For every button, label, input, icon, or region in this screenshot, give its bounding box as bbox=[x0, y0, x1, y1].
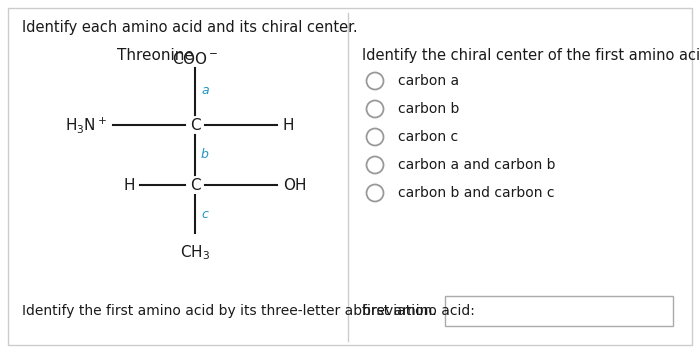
Text: carbon b and carbon c: carbon b and carbon c bbox=[398, 186, 554, 200]
Text: C: C bbox=[190, 118, 200, 132]
Text: COO$^-$: COO$^-$ bbox=[172, 51, 218, 67]
Text: Identify the first amino acid by its three-letter abbreviation.: Identify the first amino acid by its thr… bbox=[22, 304, 437, 318]
Text: first amino acid:: first amino acid: bbox=[362, 304, 475, 318]
Text: a: a bbox=[201, 84, 209, 96]
Text: carbon a and carbon b: carbon a and carbon b bbox=[398, 158, 556, 172]
Text: C: C bbox=[190, 178, 200, 192]
Text: carbon c: carbon c bbox=[398, 130, 458, 144]
Text: H$_3$N$^+$: H$_3$N$^+$ bbox=[64, 115, 107, 135]
Text: H: H bbox=[283, 118, 295, 132]
Text: OH: OH bbox=[283, 178, 307, 192]
Text: CH$_3$: CH$_3$ bbox=[180, 243, 210, 262]
FancyBboxPatch shape bbox=[8, 8, 692, 345]
Text: carbon a: carbon a bbox=[398, 74, 459, 88]
Text: carbon b: carbon b bbox=[398, 102, 459, 116]
Text: b: b bbox=[201, 149, 209, 162]
FancyBboxPatch shape bbox=[445, 296, 673, 326]
Text: Threonine: Threonine bbox=[117, 48, 193, 63]
Text: Identify the chiral center of the first amino acid.: Identify the chiral center of the first … bbox=[362, 48, 700, 63]
Text: H: H bbox=[123, 178, 135, 192]
Text: Identify each amino acid and its chiral center.: Identify each amino acid and its chiral … bbox=[22, 20, 358, 35]
Text: c: c bbox=[201, 209, 208, 221]
